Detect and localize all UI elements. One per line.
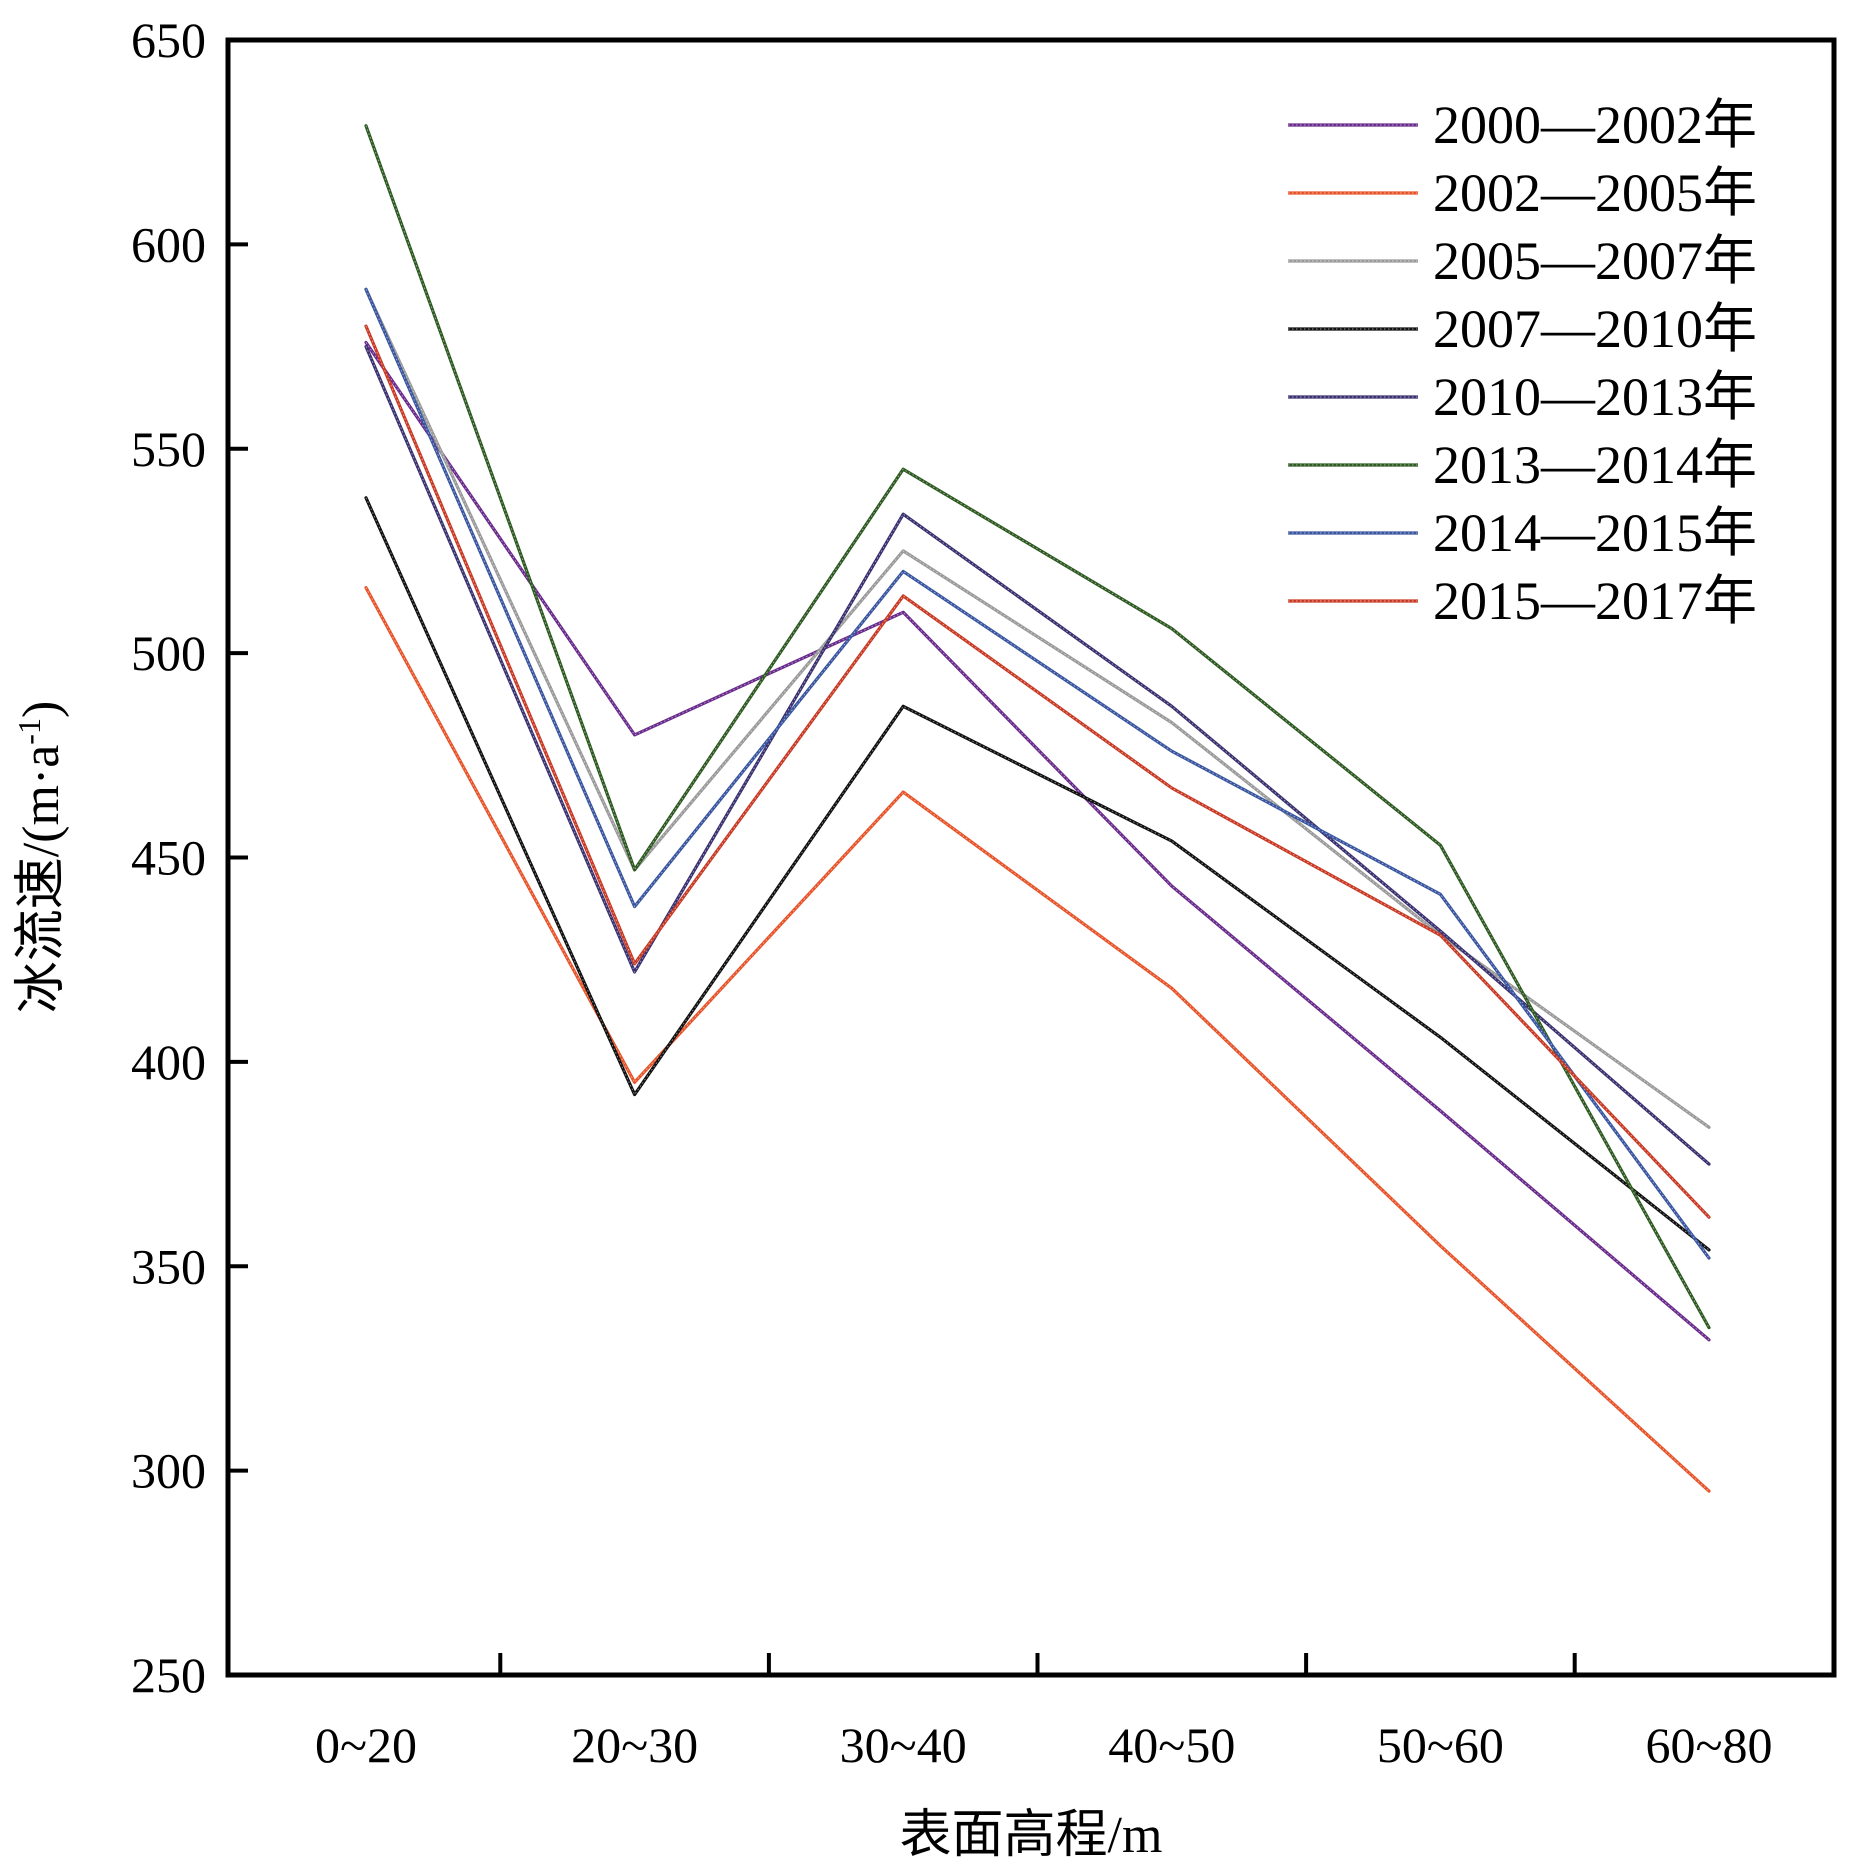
legend-label: 2014—2015年: [1433, 503, 1757, 563]
legend-label: 2007—2010年: [1433, 299, 1757, 359]
x-tick-label: 0~20: [315, 1717, 417, 1773]
legend-label: 2000—2002年: [1433, 95, 1757, 155]
x-tick-label: 50~60: [1377, 1717, 1504, 1773]
y-axis-title-main: 冰流速/(m·a: [13, 745, 70, 1014]
series-line-texture: [365, 346, 1710, 1165]
y-axis-title: 冰流速/(m·a-1): [11, 701, 70, 1014]
y-tick-label: 250: [131, 1647, 206, 1703]
series-line-texture: [365, 325, 1710, 1218]
legend: 2000—2002年 2002—2005年 2005—2007年 2007—2010年…: [1288, 95, 1757, 631]
y-tick-label: 550: [131, 421, 206, 477]
y-tick-label: 500: [131, 625, 206, 681]
legend-label: 2002—2005年: [1433, 163, 1757, 223]
x-tick-label: 30~40: [840, 1717, 967, 1773]
legend-label: 2010—2013年: [1433, 367, 1757, 427]
legend-label: 2005—2007年: [1433, 231, 1757, 291]
y-tick-label: 300: [131, 1443, 206, 1499]
y-tick-label: 350: [131, 1238, 206, 1294]
legend-label: 2013—2014年: [1433, 435, 1757, 495]
y-axis: 650 600 550 500 450 400 350 300 250: [131, 12, 248, 1703]
series-line-texture: [365, 342, 1710, 1341]
y-tick-label: 450: [131, 830, 206, 886]
series-line-texture: [365, 289, 1710, 1259]
y-axis-title-superscript: -1: [11, 718, 47, 745]
series-line-texture: [365, 497, 1710, 1251]
legend-label: 2015—2017年: [1433, 571, 1757, 631]
x-axis-title: 表面高程/m: [900, 1807, 1163, 1864]
y-tick-label: 650: [131, 12, 206, 68]
series-line-texture: [365, 587, 1710, 1492]
series-line-texture: [365, 125, 1710, 1328]
x-tick-label: 20~30: [571, 1717, 698, 1773]
y-axis-title-tail: ): [13, 701, 70, 718]
x-tick-label: 60~80: [1645, 1717, 1772, 1773]
y-tick-label: 400: [131, 1034, 206, 1090]
x-tick-label: 40~50: [1108, 1717, 1235, 1773]
y-tick-label: 600: [131, 216, 206, 272]
series-layer: [364, 124, 1711, 1493]
series-line-texture: [365, 289, 1710, 1128]
x-axis: 0~20 20~30 30~40 40~50 50~60 60~80: [315, 1653, 1773, 1773]
